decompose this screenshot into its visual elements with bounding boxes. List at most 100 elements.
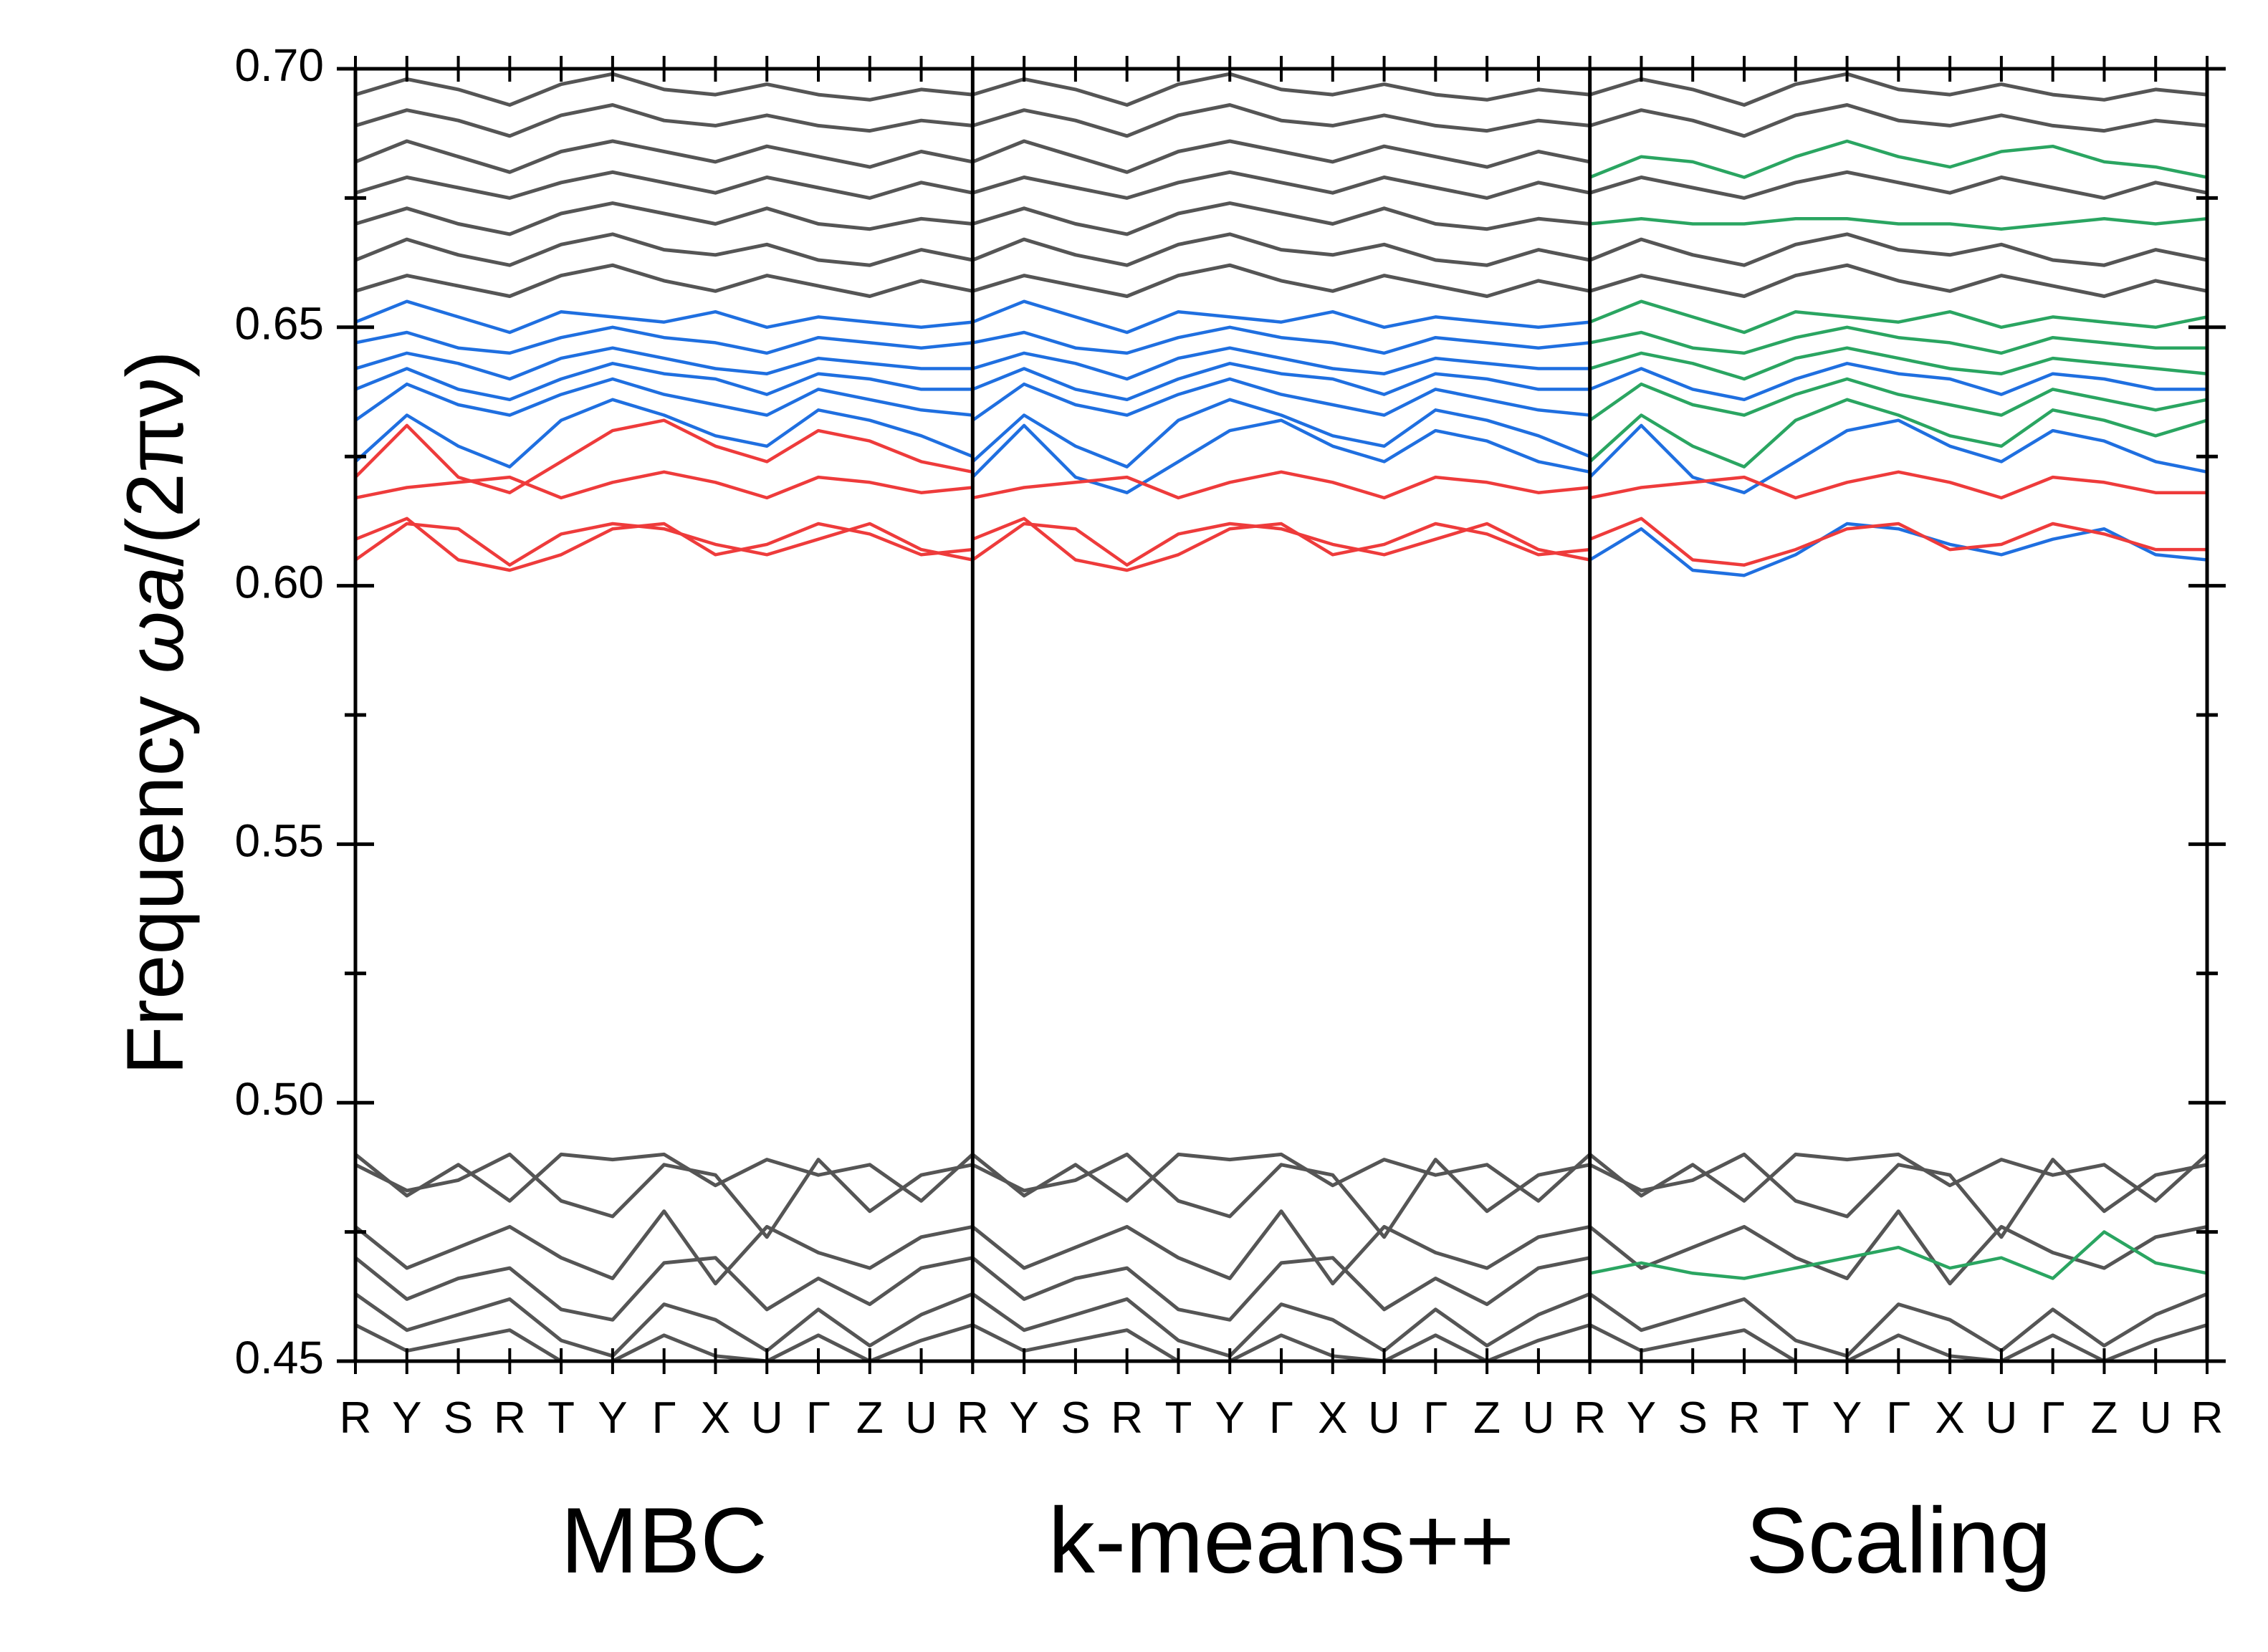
band-line-gray (972, 263, 1591, 298)
band-line-blue (972, 325, 1590, 355)
band-line-red (355, 522, 973, 567)
band-line-blue (355, 362, 973, 402)
band-line-gray (355, 1152, 974, 1203)
y-axis-label-suffix: /(2πν) (110, 350, 200, 566)
kpoint-label: Γ (1886, 1393, 1910, 1443)
kpoint-label: Γ (652, 1393, 676, 1443)
band-line-gray (355, 1323, 974, 1361)
band-line-red (1589, 470, 2207, 500)
y-tick-label: 0.65 (234, 298, 324, 350)
band-line-blue (972, 346, 1590, 381)
panel-title: Scaling (1746, 1488, 2051, 1593)
band-line-gray (972, 170, 1591, 200)
band-line-gray (972, 103, 1590, 138)
y-tick-label: 0.55 (234, 815, 324, 866)
y-tick-labels: 0.45 0.50 0.55 0.60 0.65 0.70 (234, 39, 324, 1383)
band-line-gray (355, 139, 973, 174)
band-line-red (355, 517, 973, 572)
kpoint-label: Y (392, 1393, 421, 1443)
kpoint-label: U (1368, 1393, 1400, 1443)
band-line-green (1589, 217, 2207, 231)
band-line-red (972, 517, 1590, 572)
band-line-gray (1589, 1152, 2207, 1203)
band-line-green (1589, 299, 2207, 335)
band-line-blue (1589, 362, 2207, 402)
kpoint-label: T (1782, 1393, 1809, 1443)
kpoint-label: Y (1627, 1393, 1656, 1443)
band-line-red (972, 470, 1590, 500)
band-line-gray (972, 72, 1590, 107)
band-line-gray (355, 232, 973, 267)
band-line-gray (972, 1152, 1591, 1239)
kpoint-label: X (1935, 1393, 1964, 1443)
kpoint-label: X (1318, 1393, 1347, 1443)
band-line-blue (1589, 522, 2207, 577)
band-line-gray (1589, 1209, 2207, 1286)
y-axis-label: Frequency ωa/(2πν) (110, 350, 200, 1075)
kpoint-label: Z (1473, 1393, 1501, 1443)
band-line-gray (972, 1323, 1591, 1361)
axes-layer (353, 67, 2209, 1363)
band-line-green (1589, 1230, 2207, 1280)
band-line-green (1589, 346, 2207, 381)
band-line-gray (971, 1209, 1591, 1286)
band-line-green (1589, 377, 2207, 422)
panel-titles: MBC k-means++ Scaling (560, 1488, 2051, 1593)
band-line-blue (972, 377, 1590, 422)
band-line-blue (355, 377, 973, 422)
band-line-blue (971, 398, 1591, 469)
band-line-gray (355, 170, 973, 200)
y-tick-label: 0.45 (234, 1332, 324, 1383)
band-line-gray (1589, 103, 2207, 138)
kpoint-label: Z (856, 1393, 884, 1443)
kpoint-label: Γ (806, 1393, 831, 1443)
kpoint-label: Y (1215, 1393, 1245, 1443)
band-line-green (1589, 139, 2207, 179)
band-line-green (1589, 398, 2207, 469)
band-line-gray (1589, 1292, 2207, 1358)
band-line-red (355, 418, 973, 494)
kpoint-label: Γ (1269, 1393, 1293, 1443)
plot-frame (353, 67, 2209, 1363)
band-line-gray (355, 263, 973, 298)
panel-title: MBC (560, 1488, 767, 1593)
kpoint-label: R (957, 1393, 989, 1443)
kpoint-label: U (1985, 1393, 2017, 1443)
y-axis-label-prefix: Frequency (110, 673, 200, 1075)
kpoint-label: U (905, 1393, 937, 1443)
band-line-blue (355, 398, 974, 469)
band-line-gray (1589, 170, 2207, 200)
ticks-layer (337, 56, 2226, 1374)
band-line-gray (971, 1152, 1592, 1203)
kpoint-label: U (2140, 1393, 2172, 1443)
band-line-gray (1589, 1323, 2207, 1361)
kpoint-label: Y (598, 1393, 627, 1443)
band-line-gray (355, 201, 973, 236)
band-line-blue (355, 346, 973, 381)
kpoint-label: Y (1832, 1393, 1862, 1443)
band-line-gray (1589, 1152, 2207, 1239)
band-line-gray (1589, 72, 2207, 107)
kpoint-label: Y (1009, 1393, 1038, 1443)
kpoint-label: T (547, 1393, 575, 1443)
kpoint-label: R (1574, 1393, 1606, 1443)
band-line-gray (972, 201, 1590, 236)
y-tick-label: 0.60 (234, 557, 324, 608)
band-line-gray (972, 232, 1591, 267)
band-line-blue (1589, 418, 2207, 494)
band-line-gray (355, 72, 973, 107)
kpoint-label: R (1111, 1393, 1143, 1443)
band-line-gray (355, 1292, 974, 1358)
kpoint-label: T (1165, 1393, 1192, 1443)
band-line-gray (1589, 263, 2207, 298)
band-line-gray (355, 103, 973, 138)
kpoint-label: Z (2091, 1393, 2118, 1443)
y-axis-label-omega-a: ωa (110, 567, 200, 674)
band-line-blue (971, 418, 1591, 494)
band-line-blue (355, 325, 973, 355)
kpoint-label: R (340, 1393, 372, 1443)
kpoint-label: R (1728, 1393, 1761, 1443)
band-line-red (355, 470, 973, 500)
